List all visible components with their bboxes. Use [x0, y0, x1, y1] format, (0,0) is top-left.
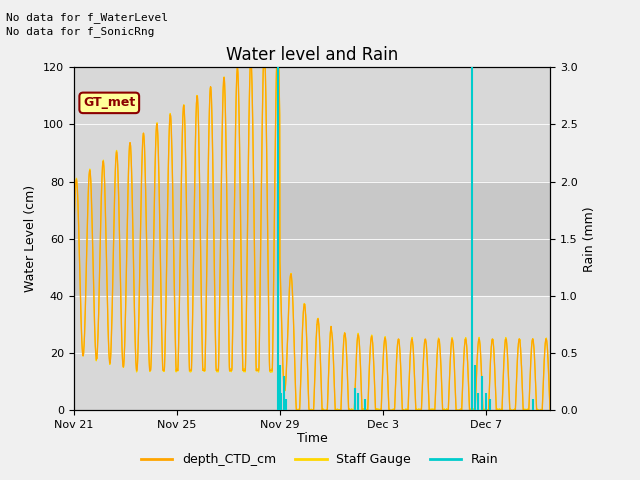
Y-axis label: Rain (mm): Rain (mm)	[584, 206, 596, 272]
Text: GT_met: GT_met	[83, 96, 136, 109]
Bar	[74, 296, 550, 410]
Bar	[74, 181, 550, 296]
Legend: depth_CTD_cm, Staff Gauge, Rain: depth_CTD_cm, Staff Gauge, Rain	[136, 448, 504, 471]
Y-axis label: Water Level (cm): Water Level (cm)	[24, 185, 37, 292]
Bar	[74, 67, 550, 181]
Title: Water level and Rain: Water level and Rain	[226, 46, 398, 64]
Text: No data for f_SonicRng: No data for f_SonicRng	[6, 26, 155, 37]
Text: No data for f_WaterLevel: No data for f_WaterLevel	[6, 12, 168, 23]
X-axis label: Time: Time	[296, 432, 328, 444]
